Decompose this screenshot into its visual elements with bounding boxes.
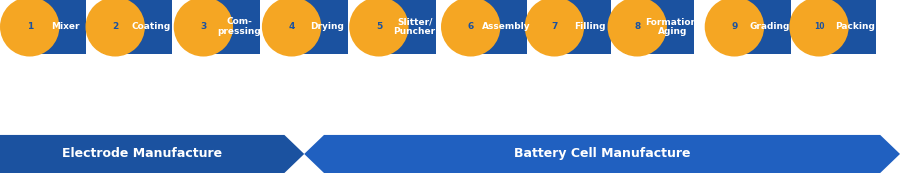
Text: 10: 10: [814, 22, 824, 31]
Text: 9: 9: [731, 22, 738, 31]
Text: 7: 7: [551, 22, 558, 31]
Text: 6: 6: [468, 22, 473, 31]
Ellipse shape: [86, 0, 145, 57]
FancyBboxPatch shape: [543, 0, 611, 54]
Ellipse shape: [705, 0, 764, 57]
Text: 2: 2: [112, 22, 118, 31]
Ellipse shape: [608, 0, 667, 57]
Text: Battery Cell Manufacture: Battery Cell Manufacture: [514, 147, 690, 161]
Text: Coating: Coating: [131, 22, 171, 31]
Ellipse shape: [0, 0, 59, 57]
Text: 3: 3: [201, 22, 206, 31]
Text: Com-
pressing: Com- pressing: [217, 17, 261, 36]
FancyBboxPatch shape: [626, 0, 694, 54]
Ellipse shape: [262, 0, 321, 57]
Text: Slitter/
Puncher: Slitter/ Puncher: [393, 17, 436, 36]
FancyBboxPatch shape: [459, 0, 527, 54]
Text: 5: 5: [376, 22, 382, 31]
FancyBboxPatch shape: [367, 0, 436, 54]
Text: 1: 1: [27, 22, 32, 31]
Polygon shape: [0, 135, 304, 173]
Text: Grading: Grading: [750, 22, 790, 31]
FancyBboxPatch shape: [723, 0, 791, 54]
Text: Electrode Manufacture: Electrode Manufacture: [62, 147, 222, 161]
Text: 4: 4: [288, 22, 295, 31]
FancyBboxPatch shape: [280, 0, 348, 54]
FancyBboxPatch shape: [104, 0, 172, 54]
Ellipse shape: [174, 0, 233, 57]
Text: Filling: Filling: [574, 22, 606, 31]
FancyBboxPatch shape: [18, 0, 86, 54]
Text: Packing: Packing: [835, 22, 875, 31]
Text: 8: 8: [634, 22, 640, 31]
Text: Drying: Drying: [310, 22, 345, 31]
Polygon shape: [304, 135, 900, 173]
Ellipse shape: [441, 0, 500, 57]
FancyBboxPatch shape: [192, 0, 260, 54]
FancyBboxPatch shape: [807, 0, 876, 54]
Ellipse shape: [525, 0, 584, 57]
Text: Assembly: Assembly: [482, 22, 531, 31]
Text: Formation/
Aging: Formation/ Aging: [645, 17, 700, 36]
Ellipse shape: [789, 0, 849, 57]
Ellipse shape: [349, 0, 409, 57]
Text: Mixer: Mixer: [51, 22, 80, 31]
